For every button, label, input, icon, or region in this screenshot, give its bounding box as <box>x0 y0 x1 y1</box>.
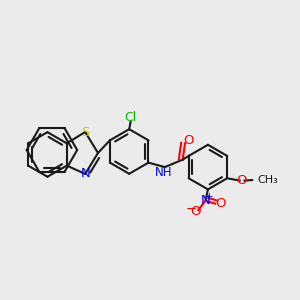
Text: CH₃: CH₃ <box>258 175 278 185</box>
Text: O: O <box>183 134 194 147</box>
Text: NH: NH <box>154 166 172 179</box>
Text: O: O <box>236 174 247 187</box>
Text: S: S <box>81 125 89 139</box>
Text: Cl: Cl <box>124 111 137 124</box>
Text: −: − <box>186 202 197 215</box>
Text: O: O <box>215 197 226 210</box>
Text: +: + <box>205 192 213 202</box>
Text: N: N <box>201 194 210 207</box>
Text: O: O <box>190 205 200 218</box>
Text: N: N <box>80 167 90 180</box>
